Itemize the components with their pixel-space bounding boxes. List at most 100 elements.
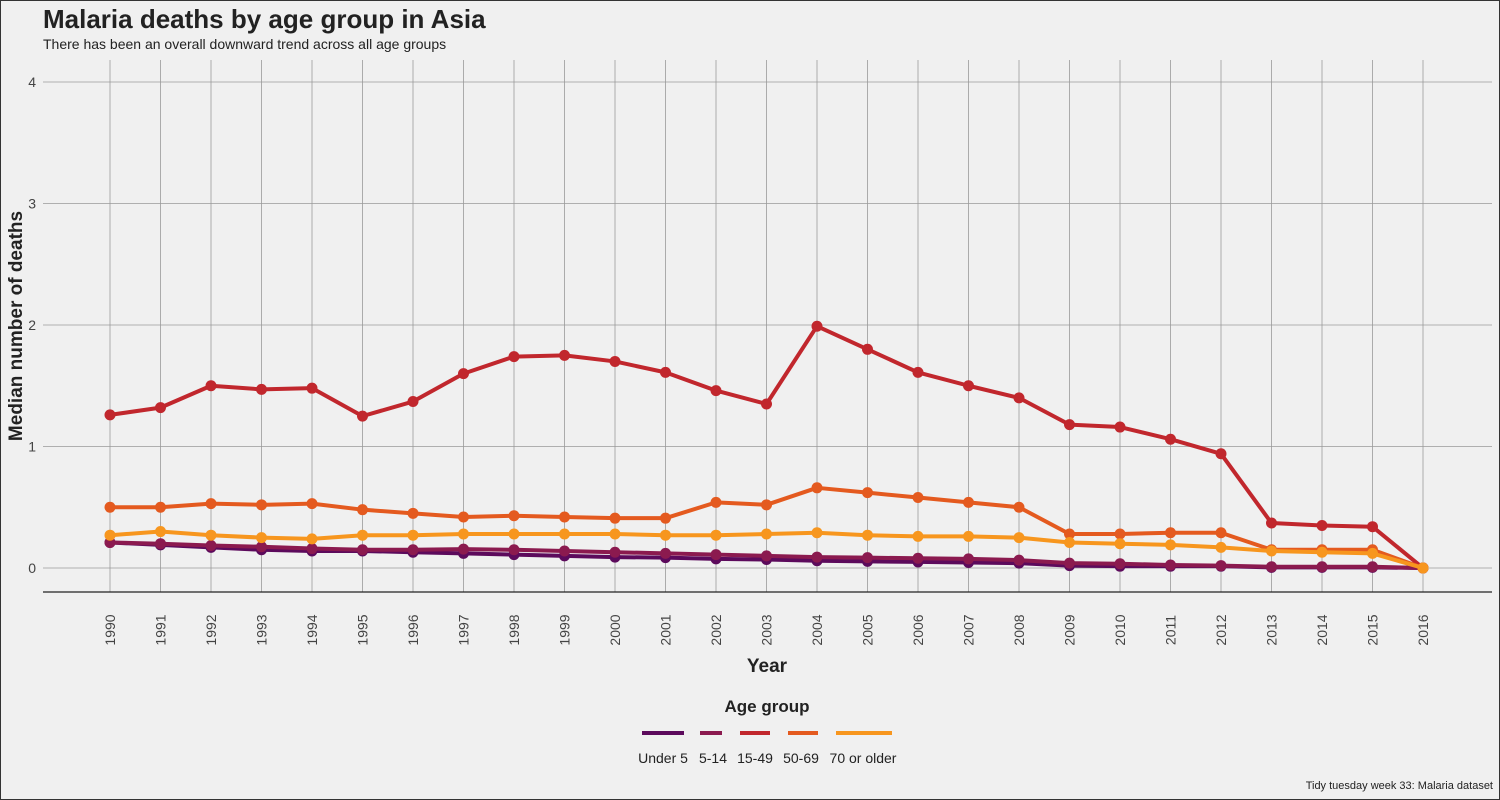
- data-point: [761, 398, 772, 410]
- y-axis-title: Median number of deaths: [6, 211, 27, 441]
- data-point: [559, 545, 570, 557]
- data-point: [660, 512, 671, 524]
- legend-label: 70 or older: [830, 750, 897, 766]
- data-point: [963, 530, 974, 542]
- data-point: [205, 498, 217, 510]
- data-point: [963, 553, 974, 565]
- x-tick-label: 2009: [1062, 614, 1078, 645]
- data-point: [862, 487, 873, 499]
- data-point: [710, 385, 722, 397]
- data-point: [407, 544, 419, 556]
- x-tick-label: 2007: [961, 614, 977, 645]
- data-point: [508, 528, 520, 540]
- data-point: [811, 482, 823, 494]
- x-tick-label: 2006: [910, 614, 926, 645]
- legend-label: 50-69: [783, 750, 819, 766]
- x-tick-label: 2016: [1415, 614, 1431, 645]
- x-tick-label: 2014: [1314, 614, 1330, 645]
- data-point: [306, 498, 318, 510]
- x-tick-label: 2015: [1365, 614, 1381, 645]
- data-point: [811, 551, 823, 563]
- legend-title: Age group: [725, 697, 810, 716]
- data-point: [1165, 433, 1176, 445]
- data-point: [1114, 538, 1126, 550]
- data-point: [508, 544, 520, 556]
- data-point: [458, 368, 469, 380]
- chart-caption: Tidy tuesday week 33: Malaria dataset: [1305, 780, 1493, 792]
- data-point: [1316, 561, 1328, 573]
- x-tick-label: 1994: [304, 614, 320, 645]
- data-point: [1215, 560, 1227, 572]
- data-point: [155, 538, 166, 550]
- data-point: [256, 383, 267, 395]
- y-tick-label: 1: [28, 439, 36, 455]
- data-point: [963, 496, 974, 508]
- x-tick-label: 2011: [1163, 615, 1179, 645]
- data-point: [1114, 528, 1126, 540]
- y-tick-label: 4: [28, 74, 36, 90]
- data-point: [508, 510, 520, 522]
- chart-subtitle: There has been an overall downward trend…: [43, 36, 447, 52]
- data-point: [559, 528, 570, 540]
- x-tick-label: 2000: [607, 614, 623, 645]
- data-point: [1316, 546, 1328, 558]
- data-point: [761, 528, 772, 540]
- data-point: [559, 511, 570, 523]
- legend-label: 15-49: [737, 750, 773, 766]
- data-point: [609, 355, 621, 367]
- data-point: [1316, 519, 1328, 531]
- series-group: [104, 526, 1429, 574]
- data-point: [1165, 527, 1176, 539]
- data-point: [458, 543, 469, 555]
- data-point: [912, 366, 924, 378]
- data-point: [407, 396, 419, 408]
- data-point: [1013, 392, 1025, 404]
- data-point: [1013, 501, 1025, 513]
- data-point: [912, 492, 924, 504]
- x-tick-label: 2004: [809, 614, 825, 645]
- data-point: [1165, 559, 1176, 571]
- x-tick-label: 1990: [102, 614, 118, 645]
- data-point: [458, 511, 469, 523]
- y-tick-label: 2: [28, 317, 36, 333]
- data-point: [1064, 528, 1075, 540]
- data-point: [256, 541, 267, 553]
- x-tick-label: 2012: [1213, 614, 1229, 645]
- data-point: [407, 529, 419, 541]
- chart-title: Malaria deaths by age group in Asia: [43, 4, 486, 34]
- data-point: [710, 496, 722, 508]
- data-point: [1064, 419, 1075, 431]
- data-point: [1013, 554, 1025, 566]
- legend-label: 5-14: [699, 750, 727, 766]
- data-point: [104, 529, 116, 541]
- x-tick-label: 2010: [1112, 614, 1128, 645]
- data-point: [357, 529, 368, 541]
- data-point: [862, 552, 873, 564]
- data-point: [1114, 558, 1126, 570]
- x-axis-title: Year: [747, 656, 788, 677]
- data-point: [1417, 562, 1429, 574]
- data-point: [862, 343, 873, 355]
- data-point: [357, 504, 368, 516]
- data-point: [609, 546, 621, 558]
- data-point: [559, 349, 570, 361]
- data-point: [458, 528, 469, 540]
- data-point: [155, 501, 166, 513]
- x-tick-label: 1991: [153, 614, 169, 645]
- data-point: [256, 499, 267, 511]
- data-point: [761, 499, 772, 511]
- x-tick-label: 2008: [1011, 614, 1027, 645]
- data-point: [660, 529, 671, 541]
- data-point: [306, 382, 318, 394]
- data-point: [104, 409, 116, 421]
- data-point: [761, 550, 772, 562]
- x-tick-label: 2001: [658, 614, 674, 645]
- data-point: [1367, 561, 1378, 573]
- data-point: [912, 552, 924, 564]
- data-point: [1215, 527, 1227, 539]
- x-tick-label: 2003: [759, 614, 775, 645]
- data-point: [1266, 545, 1277, 557]
- data-point: [407, 507, 419, 519]
- data-point: [1367, 547, 1378, 559]
- data-point: [104, 501, 116, 513]
